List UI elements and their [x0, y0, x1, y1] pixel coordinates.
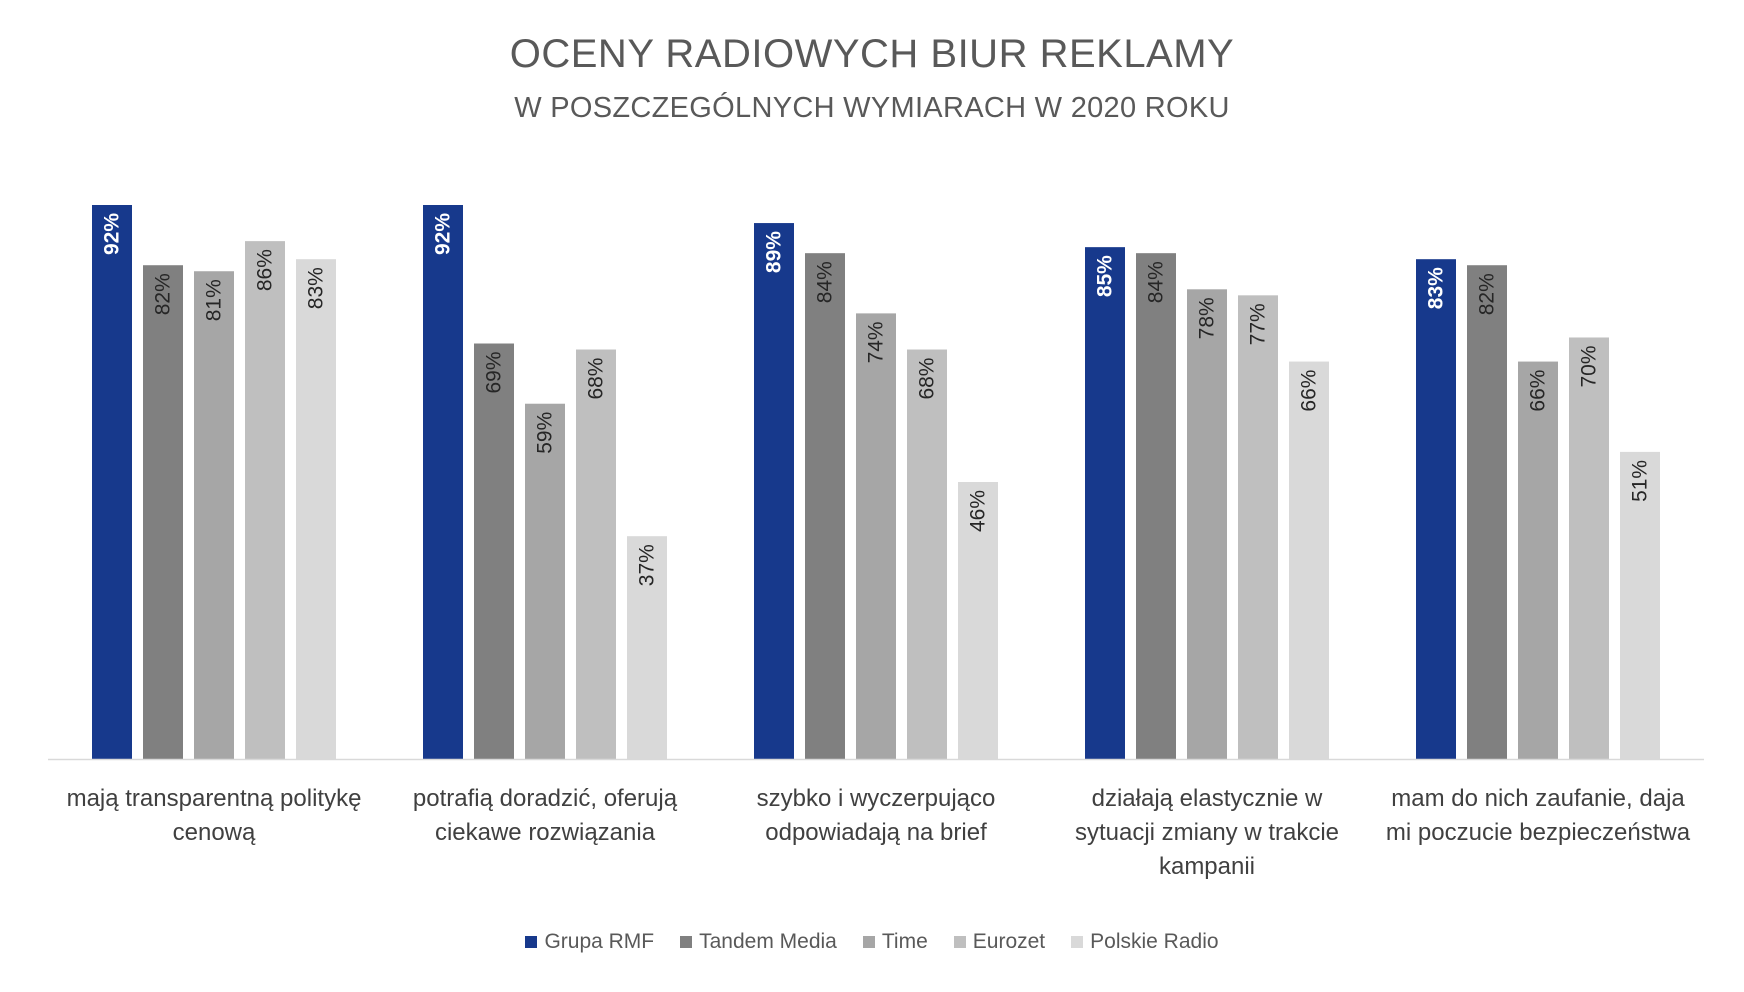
bar-tandem-media-4 — [1136, 253, 1176, 759]
data-label: 78% — [1196, 297, 1219, 339]
bar-polskie-radio-2 — [627, 536, 667, 759]
data-label: 74% — [865, 321, 888, 363]
legend-label: Time — [881, 930, 928, 953]
data-label: 59% — [534, 412, 557, 454]
bar-time-4 — [1187, 289, 1227, 759]
data-label: 84% — [814, 261, 837, 303]
bar-eurozet-4 — [1238, 295, 1278, 759]
bar-time-3 — [856, 313, 896, 759]
bar-grupa-rmf-2 — [423, 205, 463, 759]
legend-swatch — [953, 936, 966, 948]
legend-label: Tandem Media — [699, 930, 837, 953]
legend-item: Time — [862, 930, 928, 954]
legend-label: Polskie Radio — [1090, 930, 1219, 953]
legend-swatch — [862, 936, 875, 948]
bar-grupa-rmf-3 — [754, 223, 794, 760]
legend-item: Eurozet — [953, 930, 1046, 954]
data-label: 70% — [1578, 345, 1601, 387]
data-label: 51% — [1629, 460, 1652, 502]
data-label: 77% — [1247, 303, 1270, 345]
bar-eurozet-2 — [576, 349, 616, 759]
data-label: 85% — [1094, 255, 1117, 297]
legend-item: Polskie Radio — [1071, 930, 1219, 954]
data-label: 69% — [483, 352, 506, 394]
bar-tandem-media-2 — [474, 343, 514, 759]
category-label: mam do nich zaufanie, daja mi poczucie be… — [1386, 785, 1691, 846]
bar-grupa-rmf-1 — [92, 205, 132, 759]
data-label: 92% — [101, 213, 124, 255]
bar-eurozet-1 — [245, 241, 285, 759]
data-label: 82% — [152, 273, 175, 315]
bar-time-2 — [525, 403, 565, 759]
data-label: 68% — [585, 358, 608, 400]
data-label: 66% — [1527, 370, 1550, 412]
legend-label: Grupa RMF — [544, 930, 655, 953]
data-label: 82% — [1476, 273, 1499, 315]
data-label: 84% — [1145, 261, 1168, 303]
data-label: 37% — [636, 544, 659, 586]
chart-subtitle: W POSZCZEGÓLNYCH WYMIARACH W 2020 ROKU — [514, 92, 1230, 124]
category-label: potrafią doradzić, oferują ciekawe rozwią… — [413, 785, 678, 846]
data-label: 86% — [254, 249, 277, 291]
bar-time-5 — [1518, 361, 1558, 759]
category-label: mają transparentną politykę cenową — [67, 785, 362, 846]
bar-polskie-radio-5 — [1620, 451, 1660, 759]
legend-item: Tandem Media — [680, 930, 837, 954]
legend-label: Eurozet — [972, 930, 1046, 953]
bar-grupa-rmf-4 — [1085, 247, 1125, 760]
category-label: działają elastycznie w sytuacji zmiany w … — [1075, 785, 1339, 880]
bar-tandem-media-5 — [1467, 265, 1507, 759]
bar-time-1 — [194, 271, 234, 759]
bar-polskie-radio-3 — [958, 482, 998, 759]
bar-polskie-radio-4 — [1289, 361, 1329, 759]
chart-legend: Grupa RMF Tandem Media Time Eurozet Polskie … — [0, 930, 1744, 954]
bar-eurozet-5 — [1569, 337, 1609, 759]
bar-eurozet-3 — [907, 349, 947, 759]
bar-tandem-media-3 — [805, 253, 845, 759]
data-label: 83% — [305, 267, 328, 309]
data-label: 81% — [203, 279, 226, 321]
data-label: 66% — [1298, 370, 1321, 412]
bar-chart: 92% 82% 81% 86% 83% mają transparentną polity… — [48, 205, 1704, 880]
bar-tandem-media-1 — [143, 265, 183, 759]
data-label: 46% — [967, 490, 990, 532]
bar-polskie-radio-1 — [296, 259, 336, 759]
data-label: 68% — [916, 358, 939, 400]
data-label: 83% — [1425, 267, 1448, 309]
legend-swatch — [1071, 936, 1084, 948]
bar-grupa-rmf-5 — [1416, 259, 1456, 759]
category-label: szybko i wyczerpująco odpowiadają na brie… — [757, 785, 996, 846]
chart-title: OCENY RADIOWYCH BIUR REKLAMY — [509, 32, 1235, 76]
data-label: 89% — [763, 231, 786, 273]
data-label: 92% — [432, 213, 455, 255]
legend-swatch — [525, 936, 538, 948]
legend-item: Grupa RMF — [525, 930, 654, 954]
legend-swatch — [680, 936, 693, 948]
